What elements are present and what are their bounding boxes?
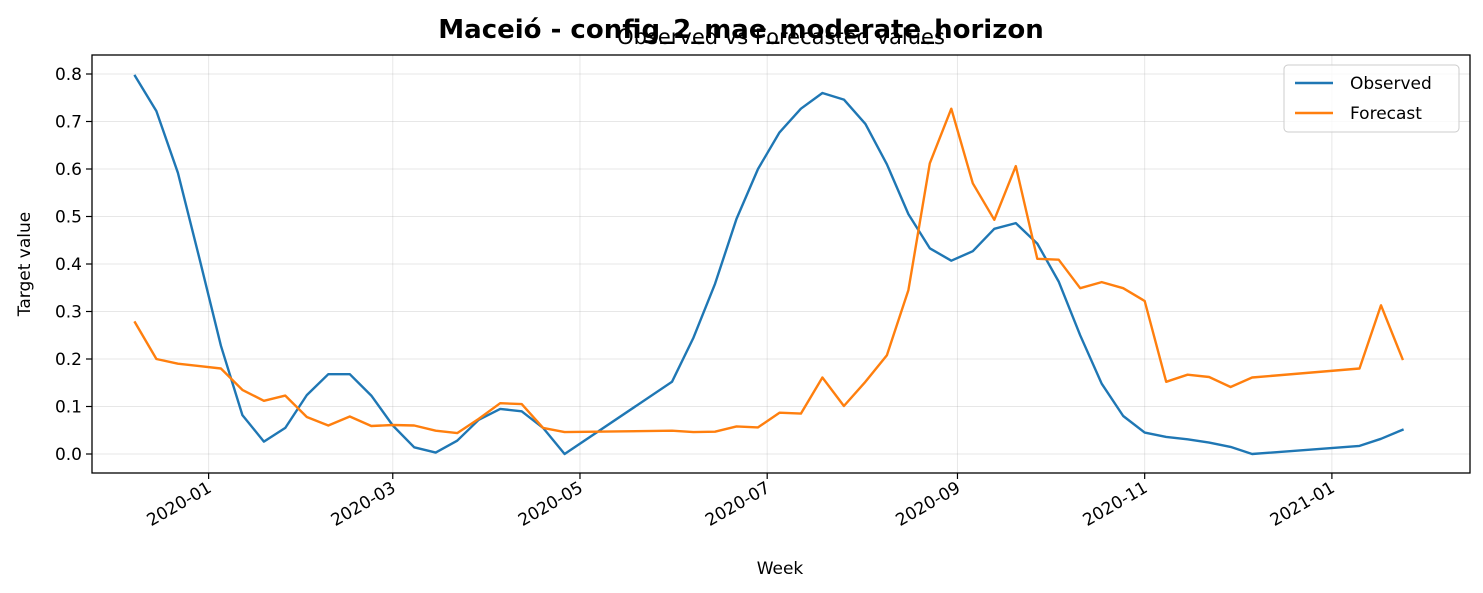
y-tick-label: 0.2 bbox=[55, 350, 82, 370]
legend: Observed Forecast bbox=[1283, 64, 1460, 133]
y-tick-label: 0.4 bbox=[55, 255, 82, 275]
chart-subtitle: Observed vs Forecasted values bbox=[617, 25, 945, 49]
legend-label-forecast: Forecast bbox=[1350, 104, 1422, 124]
y-tick-label: 0.3 bbox=[55, 303, 82, 323]
y-tick-label: 0.5 bbox=[55, 208, 82, 228]
legend-box bbox=[1283, 64, 1460, 133]
series-line-observed bbox=[133, 74, 1405, 456]
y-tick-label: 0.8 bbox=[55, 65, 82, 85]
chart-title: Maceió - config_2_mae_moderate_horizon bbox=[438, 15, 1043, 45]
grid bbox=[92, 55, 1470, 473]
y-tick-label: 0.1 bbox=[55, 398, 82, 418]
series-line-forecast bbox=[133, 107, 1405, 435]
x-axis-label: Week bbox=[757, 559, 804, 579]
y-tick-label: 0.7 bbox=[55, 113, 82, 133]
series-lines bbox=[133, 74, 1405, 456]
y-axis-label: Target value bbox=[15, 212, 35, 317]
legend-label-observed: Observed bbox=[1350, 74, 1432, 94]
y-tick-label: 0.0 bbox=[55, 445, 82, 465]
y-tick-label: 0.6 bbox=[55, 160, 82, 180]
y-axis: 0.0 0.1 0.2 0.3 0.4 0.5 0.6 0.7 0.8 bbox=[55, 65, 92, 465]
